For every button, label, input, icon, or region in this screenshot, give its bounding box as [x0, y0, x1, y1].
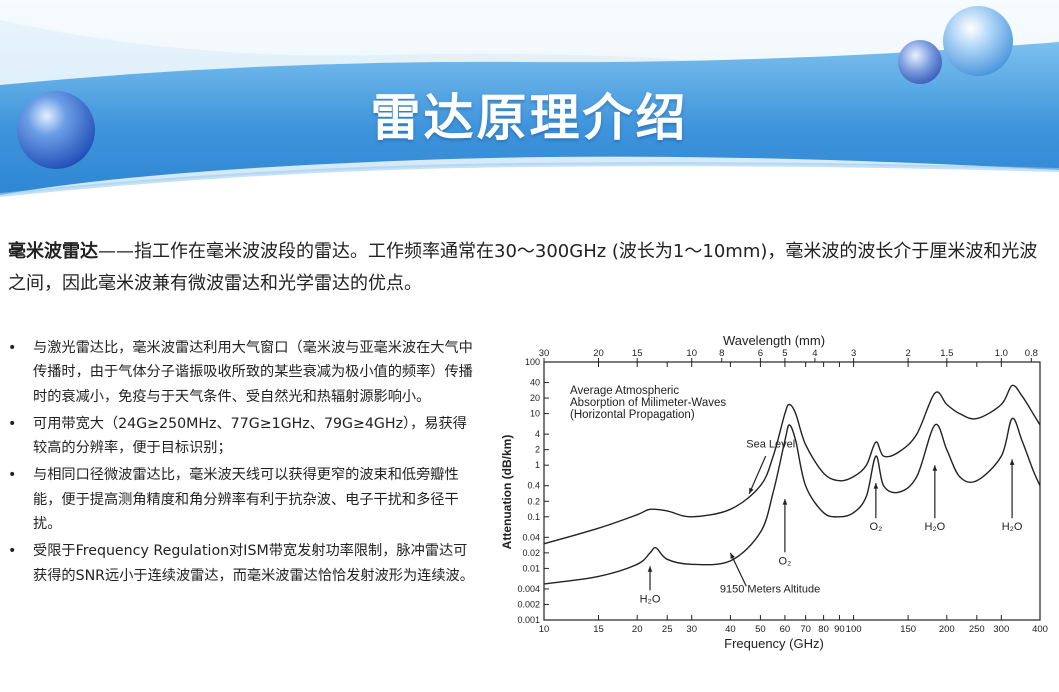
top-tick-label: 6 — [758, 348, 763, 359]
y-tick-label: 0.1 — [527, 512, 540, 522]
top-tick-label: 10 — [686, 348, 697, 359]
absorption-h2o-183-arrow-head — [932, 465, 938, 471]
x-tick-label: 70 — [800, 624, 811, 635]
top-tick-label: 5 — [782, 348, 787, 359]
list-item: • 可用带宽大（24G≥250MHz、77G≥1GHz、79G≥4GHz），易获得… — [8, 412, 478, 461]
slide-title: 雷达原理介绍 — [370, 89, 689, 147]
top-tick-label: 20 — [593, 348, 604, 359]
chart-annotations: Sea Level 9150 Meters Altitude H₂O O₂ O₂ H₂O H… — [640, 439, 1023, 606]
intro-text: ——指工作在毫米波波段的雷达。工作频率通常在30～300GHz (波长为1～10… — [8, 241, 1038, 294]
absorption-h2o-22-label: H₂O — [640, 593, 661, 605]
intro-paragraph: 毫米波雷达——指工作在毫米波波段的雷达。工作频率通常在30～300GHz (波长… — [8, 236, 1053, 300]
title-banner — [0, 0, 1059, 215]
y-tick-label: 20 — [530, 393, 540, 403]
y-tick-label: 100 — [525, 357, 540, 367]
bullet-marker: • — [8, 543, 17, 560]
pointer-sea-level — [748, 455, 767, 494]
attenuation-chart: 10 15 20 25 30 40 50 60 70 80 90 100 150 200 250 300 400… — [500, 333, 1048, 651]
x-tick-label: 20 — [632, 624, 643, 635]
label-9150m: 9150 Meters Altitude — [720, 584, 820, 596]
y-tick-label: 0.01 — [522, 563, 540, 573]
top-tick-label: 1.0 — [995, 348, 1008, 359]
pointer-9150m — [729, 552, 747, 587]
bullet-marker: • — [8, 340, 17, 356]
absorption-o2-118-label: O₂ — [869, 521, 882, 533]
plot-frame — [543, 361, 1041, 621]
y-axis-title: Attenuation (dB/km) — [500, 435, 514, 550]
absorption-h2o-325-label: H₂O — [1002, 521, 1023, 533]
chart-axes — [543, 361, 1041, 621]
top-tick-label: 2 — [905, 348, 910, 359]
list-item-text: 与相同口径微波雷达比，毫米波天线可以获得更窄的波束和低旁瓣性能，便于提高测角精度… — [33, 467, 459, 533]
top-tick-label: 8 — [719, 348, 724, 359]
pointer-sea-level-head — [749, 487, 754, 494]
x-tick-label: 30 — [686, 624, 697, 635]
orb-small-decoration — [898, 40, 942, 84]
chart-caption-line-3: (Horizontal Propagation) — [570, 409, 695, 421]
y-tick-label: 10 — [530, 409, 540, 419]
top-tick-label: 0.8 — [1025, 348, 1038, 359]
absorption-o2-118-arrow-head — [873, 483, 879, 489]
list-item: • 与相同口径微波雷达比，毫米波天线可以获得更窄的波束和低旁瓣性能，便于提高测角精… — [8, 463, 478, 536]
x-tick-label: 150 — [900, 624, 916, 635]
list-item-text: 可用带宽大（24G≥250MHz、77G≥1GHz、79G≥4GHz），易获得较… — [33, 415, 467, 457]
pointer-9150m-head — [730, 552, 735, 559]
y-tick-label: 0.02 — [522, 548, 540, 558]
top-tick-label: 3 — [851, 348, 856, 359]
x-tick-label: 200 — [939, 624, 955, 635]
y-tick-label: 0.4 — [527, 481, 540, 491]
top-tick-label: 30 — [539, 348, 550, 359]
bullet-marker: • — [8, 467, 17, 484]
chart-caption-line-2: Absorption of Milimeter-Waves — [570, 397, 726, 409]
bullet-marker: • — [8, 415, 17, 432]
x-tick-label: 80 — [818, 624, 829, 635]
x-tick-label: 300 — [993, 624, 1009, 635]
label-sea-level: Sea Level — [746, 439, 795, 451]
x-tick-label: 90 — [834, 624, 845, 635]
y-tick-label: 0.004 — [517, 584, 540, 594]
absorption-h2o-22-arrow-head — [647, 566, 653, 572]
chart-caption-line-1: Average Atmospheric — [570, 385, 679, 397]
list-item-text: 受限于Frequency Regulation对ISM带宽发射功率限制，脉冲雷达… — [33, 543, 474, 584]
y-tick-label: 1 — [535, 460, 540, 470]
top-tick-label: 1.5 — [940, 348, 953, 359]
y-tick-label: 40 — [530, 378, 540, 388]
chart-series — [543, 384, 1041, 585]
orb-right-decoration — [943, 6, 1013, 76]
advantages-list: • 与激光雷达比，毫米波雷达利用大气窗口（毫米波与亚毫米波在大气中传播时，由于气体… — [8, 336, 478, 591]
orb-left-decoration — [17, 91, 95, 169]
top-tick-label: 15 — [632, 348, 643, 359]
x-tick-label: 250 — [969, 624, 985, 635]
list-item: • 受限于Frequency Regulation对ISM带宽发射功率限制，脉冲雷… — [8, 539, 478, 588]
absorption-o2-60-label: O₂ — [779, 555, 792, 567]
absorption-o2-60-arrow-head — [782, 499, 788, 505]
top-axis-title: Wavelength (mm) — [723, 333, 825, 348]
chart-ticks: 10 15 20 25 30 40 50 60 70 80 90 100 150 200 250 300 400… — [517, 348, 1047, 635]
y-tick-label: 2 — [535, 445, 540, 455]
x-tick-label: 25 — [662, 624, 673, 635]
absorption-h2o-325-arrow-head — [1009, 459, 1015, 465]
y-tick-label: 4 — [535, 429, 540, 439]
y-tick-label: 0.2 — [527, 496, 540, 506]
top-tick-label: 4 — [812, 348, 817, 359]
list-item: • 与激光雷达比，毫米波雷达利用大气窗口（毫米波与亚毫米波在大气中传播时，由于气体… — [8, 336, 478, 409]
absorption-h2o-183-label: H₂O — [924, 521, 945, 533]
x-tick-label: 100 — [846, 624, 862, 635]
x-tick-label: 400 — [1032, 624, 1048, 635]
series-9150m-line — [543, 417, 1041, 585]
intro-term: 毫米波雷达 — [8, 241, 98, 262]
series-sea-level-line — [543, 384, 1041, 545]
x-axis-title: Frequency (GHz) — [724, 636, 824, 651]
y-tick-label: 0.04 — [522, 532, 540, 542]
x-tick-label: 50 — [755, 624, 766, 635]
x-tick-label: 10 — [539, 624, 550, 635]
x-tick-label: 15 — [593, 624, 604, 635]
x-tick-label: 40 — [725, 624, 736, 635]
list-item-text: 与激光雷达比，毫米波雷达利用大气窗口（毫米波与亚毫米波在大气中传播时，由于气体分… — [33, 340, 473, 405]
y-tick-label: 0.002 — [517, 599, 540, 609]
y-tick-label: 0.001 — [517, 615, 540, 625]
x-tick-label: 60 — [780, 624, 791, 635]
